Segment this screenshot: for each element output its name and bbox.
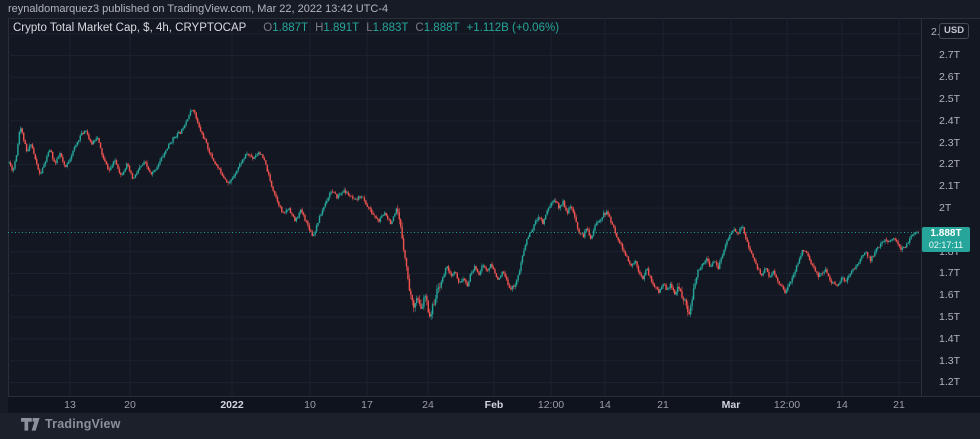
x-axis-label: 12:00 [537, 399, 565, 411]
x-axis-label: 21 [893, 399, 905, 411]
x-axis-label: 17 [361, 399, 373, 411]
low-label: L [366, 22, 373, 34]
chart-pane[interactable] [8, 18, 921, 396]
price-axis[interactable] [921, 18, 980, 397]
tradingview-logo-icon [21, 417, 40, 431]
low-value: 1.883T [372, 22, 409, 34]
x-axis-label: Feb [484, 399, 504, 411]
x-axis-label: 14 [599, 399, 611, 411]
x-axis-label: Mar [721, 399, 741, 411]
footer-bar [0, 413, 980, 439]
x-axis-label: 24 [422, 399, 434, 411]
change-value: +1.112B (+0.06%) [466, 22, 560, 34]
close-value: 1.888T [423, 22, 460, 34]
high-label: H [315, 22, 324, 34]
up-candle-bodies [8, 110, 918, 317]
down-candle-wicks [10, 109, 919, 318]
currency-toggle-usd[interactable]: USD [939, 23, 970, 39]
x-axis-label: 21 [657, 399, 669, 411]
tradingview-brand[interactable]: TradingView [21, 417, 121, 431]
y-axis-label: 2.1T [939, 180, 961, 192]
y-axis-label: 1.4T [939, 333, 961, 345]
y-axis-label: 2T [939, 202, 952, 214]
y-axis-label: 2.3T [939, 137, 961, 149]
y-axis-label: 1.6T [939, 289, 961, 301]
bar-countdown: 02:17:11 [928, 240, 964, 250]
last-price-badge: 1.888T 02:17:11 [922, 227, 970, 252]
x-axis-label: 14 [836, 399, 848, 411]
x-axis-label: 12:00 [773, 399, 801, 411]
x-axis-label: 20 [124, 399, 136, 411]
high-value: 1.891T [323, 22, 360, 34]
y-axis-label: 2.2T [939, 158, 961, 170]
close-label: C [415, 22, 424, 34]
y-axis-label: 1.5T [939, 311, 961, 323]
tradingview-brand-text: TradingView [45, 417, 121, 431]
open-value: 1.887T [272, 22, 309, 34]
open-label: O [263, 22, 273, 34]
x-axis-label: 10 [304, 399, 316, 411]
y-axis-label: 2.4T [939, 115, 961, 127]
y-axis-label: 1.3T [939, 355, 961, 367]
legend: Crypto Total Market Cap, $, 4h, CRYPTOCA… [13, 21, 559, 36]
last-price-value: 1.888T [930, 228, 962, 239]
y-axis-label: 2.7T [939, 49, 961, 61]
down-candle-bodies [9, 110, 920, 317]
candlestick-chart[interactable] [0, 0, 980, 413]
x-axis-label: 13 [64, 399, 76, 411]
y-axis-label: 1.2T [939, 376, 961, 388]
y-axis-label: 1.7T [939, 267, 961, 279]
time-axis[interactable] [8, 396, 980, 413]
x-axis-label: 2022 [220, 399, 244, 411]
y-axis-label: 2.5T [939, 93, 961, 105]
attribution-text: reynaldomarquez3 published on TradingVie… [8, 3, 389, 15]
y-axis-label: 2.6T [939, 71, 961, 83]
symbol-title[interactable]: Crypto Total Market Cap, $, 4h, CRYPTOCA… [13, 22, 247, 34]
up-candle-wicks [8, 108, 918, 320]
y-axis-top-label: 2. [931, 26, 940, 38]
